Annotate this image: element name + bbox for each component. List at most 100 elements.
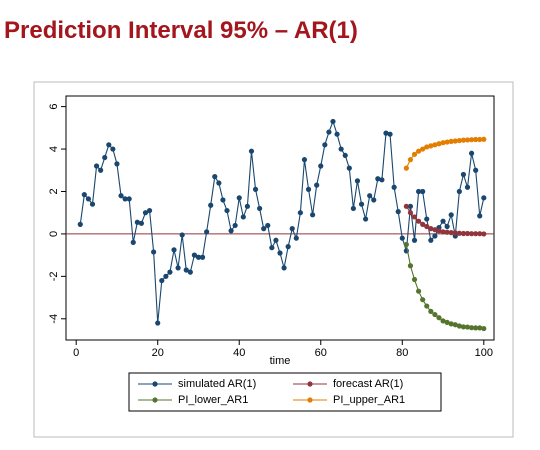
point: [346, 165, 352, 171]
plot-region: [65, 95, 495, 341]
point: [114, 161, 120, 167]
point: [89, 201, 96, 207]
point: [322, 142, 328, 148]
y-tick-label: -4: [48, 314, 60, 324]
point: [77, 221, 83, 227]
x-tick-label: 100: [475, 347, 493, 359]
legend: [128, 372, 442, 412]
point: [420, 188, 426, 195]
point: [330, 118, 336, 125]
point: [228, 228, 234, 234]
point: [179, 232, 185, 238]
point: [415, 148, 422, 154]
legend-marker: [152, 397, 158, 403]
point: [440, 318, 446, 324]
point: [269, 245, 275, 251]
point: [187, 269, 193, 275]
point: [424, 216, 430, 222]
point: [460, 171, 467, 178]
point: [399, 235, 405, 241]
point: [456, 230, 462, 236]
point: [477, 213, 483, 219]
point: [432, 311, 438, 318]
point: [81, 192, 87, 198]
point: [473, 231, 479, 237]
point: [314, 182, 320, 188]
point: [436, 228, 442, 234]
point: [436, 315, 442, 321]
point: [428, 143, 434, 149]
point: [481, 195, 487, 201]
point: [420, 297, 426, 303]
point: [134, 219, 140, 225]
point: [98, 167, 104, 173]
point: [428, 308, 434, 314]
point: [261, 226, 267, 232]
point: [477, 231, 483, 237]
point: [122, 196, 128, 202]
point: [411, 214, 418, 220]
point: [464, 184, 471, 190]
point: [350, 205, 356, 212]
point: [395, 209, 401, 215]
point: [407, 203, 414, 209]
point: [436, 141, 442, 147]
point: [159, 277, 165, 284]
point: [452, 322, 458, 328]
point: [444, 319, 450, 325]
point: [468, 325, 475, 331]
point: [151, 249, 157, 255]
point: [473, 325, 479, 331]
point: [391, 184, 397, 190]
point: [199, 254, 206, 260]
point: [440, 229, 446, 235]
point: [383, 130, 389, 136]
point: [420, 221, 426, 227]
y-tick-label: 0: [48, 231, 60, 237]
point: [432, 227, 438, 233]
point: [277, 250, 283, 256]
point: [456, 323, 462, 329]
point: [175, 265, 181, 271]
point: [428, 237, 434, 243]
legend-label: simulated AR(1): [178, 378, 256, 390]
point: [424, 223, 430, 230]
point: [371, 197, 377, 203]
point: [456, 137, 462, 144]
point: [93, 163, 100, 169]
legend-marker: [307, 397, 313, 403]
point: [452, 138, 458, 144]
point: [481, 325, 487, 332]
point: [155, 320, 161, 326]
point: [273, 237, 279, 243]
point: [265, 222, 271, 229]
legend-label: PI_upper_AR1: [333, 394, 405, 406]
point: [444, 229, 450, 235]
point: [473, 136, 479, 143]
point: [411, 151, 418, 157]
y-tick-label: 6: [48, 104, 60, 110]
point: [281, 265, 287, 271]
point: [110, 146, 116, 152]
legend-label: forecast AR(1): [333, 378, 403, 390]
point: [448, 138, 454, 145]
point: [363, 216, 369, 222]
point: [407, 263, 414, 269]
point: [342, 152, 348, 159]
chart-title: Prediction Interval 95% – AR(1): [4, 17, 358, 44]
point: [403, 203, 409, 209]
point: [464, 324, 471, 330]
point: [444, 223, 450, 230]
point: [248, 148, 255, 154]
point: [310, 212, 316, 218]
point: [468, 137, 475, 143]
point: [415, 218, 422, 224]
point: [452, 230, 458, 236]
point: [236, 195, 242, 201]
y-tick-label: 2: [48, 188, 60, 194]
point: [473, 167, 479, 173]
point: [297, 210, 303, 216]
point: [481, 136, 487, 142]
point: [208, 202, 214, 208]
point: [481, 231, 487, 237]
